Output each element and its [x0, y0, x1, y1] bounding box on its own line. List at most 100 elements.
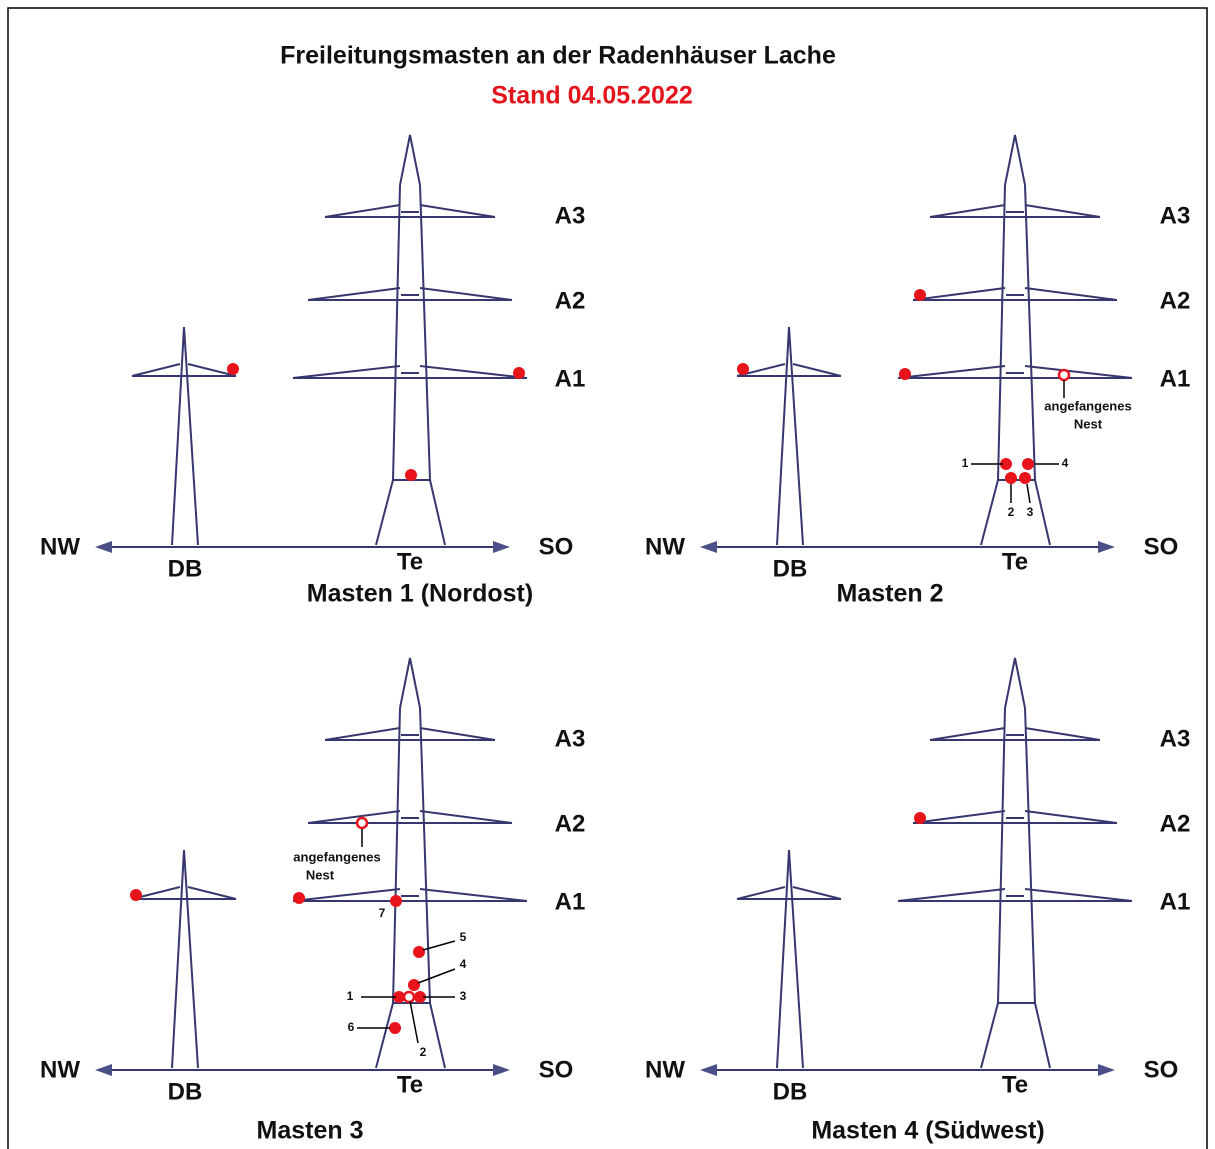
note: 7: [379, 906, 386, 920]
direction-label: SO: [539, 1056, 574, 1083]
tower-arm: [897, 888, 1006, 902]
note: 4: [1062, 456, 1069, 470]
nest-marker: [1022, 458, 1034, 470]
tower-arm: [912, 810, 1006, 824]
leader-line: [422, 940, 456, 951]
arrow-head: [493, 541, 510, 553]
note: angefangenes: [1044, 398, 1131, 413]
tower-arm: [419, 727, 496, 741]
tower-line: [788, 326, 804, 546]
nest-marker: [293, 892, 305, 904]
tower-arm: [792, 886, 842, 900]
nest-marker: [408, 979, 420, 991]
note: 3: [460, 989, 467, 1003]
tower-arm: [1024, 727, 1101, 741]
tower-spire: [1004, 134, 1026, 186]
title: Freileitungsmasten an der Radenhäuser La…: [280, 42, 836, 70]
tower-arm: [187, 363, 237, 377]
tower-arm: [419, 204, 496, 218]
tower-line: [776, 326, 790, 546]
tower-arm: [324, 727, 401, 741]
tower-arm: [1024, 204, 1101, 218]
nest-marker: [1019, 472, 1031, 484]
direction-label: NW: [40, 1056, 80, 1083]
tower-line: [1034, 1002, 1051, 1069]
tower-label: DB: [168, 555, 203, 582]
note: Nest: [306, 867, 335, 882]
nest-marker: [402, 990, 416, 1004]
tower-label: DB: [168, 1078, 203, 1105]
tower-label: Te: [397, 1071, 423, 1098]
tower-line: [419, 184, 431, 481]
tower-line: [419, 707, 431, 1004]
leader-line: [409, 1000, 419, 1044]
tower-label: Te: [1002, 548, 1028, 575]
tower-line: [392, 184, 401, 481]
tower-label: DB: [773, 555, 808, 582]
arrow-head: [1098, 1064, 1115, 1076]
arm-label: A3: [555, 202, 586, 229]
note: 4: [460, 957, 467, 971]
arrow-head: [95, 541, 112, 553]
tower-arm: [1024, 888, 1133, 902]
tower-spire: [399, 134, 421, 186]
note: 2: [420, 1045, 427, 1059]
tower-label: Te: [397, 548, 423, 575]
tower-arm: [736, 886, 786, 900]
tower-spire: [399, 657, 421, 709]
tower-arm: [307, 810, 401, 824]
arm-label: A2: [555, 810, 586, 837]
arm-label: A3: [1160, 725, 1191, 752]
tower-arm: [419, 287, 513, 301]
tower-arm: [419, 888, 528, 902]
nest-marker: [355, 816, 369, 830]
tower-arm: [1024, 287, 1118, 301]
nest-marker: [389, 1022, 401, 1034]
caption: Masten 2: [837, 580, 944, 608]
arm-label: A2: [555, 287, 586, 314]
note: 5: [460, 930, 467, 944]
tower-arm: [131, 363, 181, 377]
note: 3: [1027, 505, 1034, 519]
nest-marker: [1057, 368, 1071, 382]
tower-line: [375, 1002, 394, 1069]
tower-line: [183, 849, 199, 1069]
nest-marker: [413, 946, 425, 958]
tower-line: [183, 326, 199, 546]
tower-arm: [1024, 365, 1133, 379]
tower-line: [171, 326, 185, 546]
direction-label: SO: [1144, 533, 1179, 560]
direction-label: SO: [539, 533, 574, 560]
leader-line: [417, 968, 456, 984]
tower-line: [776, 849, 790, 1069]
tower-arm: [324, 204, 401, 218]
tower-line: [997, 707, 1006, 1004]
tower-line: [429, 1002, 446, 1069]
nest-marker: [414, 991, 426, 1003]
note: 2: [1008, 505, 1015, 519]
note: 1: [962, 456, 969, 470]
arm-label: A2: [1160, 287, 1191, 314]
tower-spire: [1004, 657, 1026, 709]
direction-label: NW: [645, 1056, 685, 1083]
tower-line: [1024, 707, 1036, 1004]
nest-marker: [914, 812, 926, 824]
nest-marker: [1005, 472, 1017, 484]
tower-arm: [307, 287, 401, 301]
leader-line: [1026, 483, 1031, 504]
direction-label: NW: [40, 533, 80, 560]
tower-arm: [929, 204, 1006, 218]
arrow-head: [95, 1064, 112, 1076]
nest-marker: [737, 363, 749, 375]
nest-marker: [227, 363, 239, 375]
tower-line: [171, 849, 185, 1069]
tower-arm: [929, 727, 1006, 741]
note: angefangenes: [293, 849, 380, 864]
tower-line: [429, 479, 446, 546]
tower-line: [375, 479, 394, 546]
caption: Masten 1 (Nordost): [307, 580, 533, 608]
tower-line: [788, 849, 804, 1069]
arm-label: A3: [1160, 202, 1191, 229]
arm-label: A3: [555, 725, 586, 752]
tower-arm: [292, 888, 401, 902]
